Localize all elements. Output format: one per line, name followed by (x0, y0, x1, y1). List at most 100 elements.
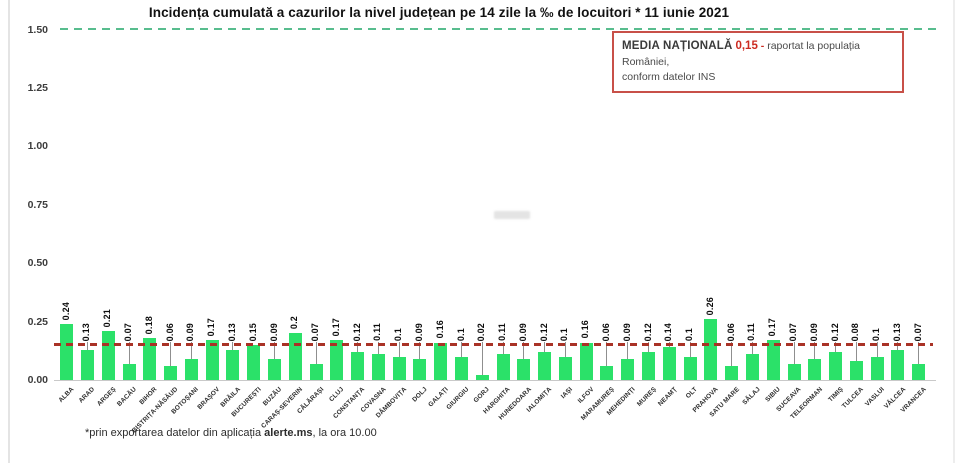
bar-value-label: 0.12 (538, 322, 549, 341)
footnote-prefix: *prin exportarea datelor din aplicația (85, 427, 265, 439)
bar-tulcea (849, 361, 863, 380)
bar-value-label: 0.1 (455, 327, 466, 341)
bar-value-label: 0.11 (746, 323, 757, 341)
bar-value-label: 0.06 (725, 322, 736, 341)
value-leader-line (315, 342, 317, 364)
annotation-value: 0,15 (735, 40, 758, 52)
bar-value-label: 0.14 (663, 322, 674, 341)
bar-buzau (268, 358, 281, 380)
annotation-label: MEDIA NAȚIONALĂ (622, 40, 733, 52)
bar-ialomita (538, 351, 552, 380)
value-leader-line (502, 342, 504, 355)
bar-covasna (371, 354, 385, 380)
x-axis-label-dolj: DOLJ (411, 386, 429, 404)
bar-value-label: 0.17 (330, 317, 341, 337)
bar-value-label: 0.26 (704, 296, 715, 316)
upper-bound-dashed-line (60, 28, 936, 30)
bar-value-label: 0.02 (476, 322, 487, 341)
bar-dolj (413, 358, 427, 380)
x-axis-label-sibiu: SIBIU (764, 386, 783, 404)
bar-gorj (475, 375, 489, 380)
value-leader-line (751, 342, 753, 355)
bar-ilfov (579, 342, 593, 380)
y-axis-tick-0.00: 0.00 (27, 374, 48, 386)
bar-value-label: 0.07 (912, 322, 923, 341)
value-leader-line (627, 342, 629, 359)
annotation-dash: - (760, 40, 765, 52)
bar-value-label: 0.07 (123, 322, 134, 341)
bar-value-label: 0.09 (517, 322, 528, 341)
x-axis-label-mures: MUREȘ (635, 386, 658, 408)
annotation-text: raportat la populația României, (622, 40, 861, 68)
x-axis-label-tulcea: TULCEA (841, 386, 866, 411)
value-leader-line (855, 342, 857, 362)
bar-neamt (662, 347, 676, 380)
value-leader-line (128, 342, 130, 364)
bar-suceava (787, 363, 801, 380)
bar-galati (434, 342, 448, 380)
x-axis-baseline (54, 380, 936, 381)
bar-value-label: 0.09 (808, 322, 819, 341)
y-axis-tick-0.50: 0.50 (27, 257, 48, 270)
x-axis-label-alba: ALBA (57, 386, 76, 404)
bar-iasi (558, 356, 572, 380)
y-axis-tick-0.75: 0.75 (27, 198, 48, 211)
value-leader-line (398, 342, 400, 357)
bar-caras-severin (288, 333, 302, 380)
bar-bistrita-nasaud (164, 365, 178, 380)
bar-value-label: 0.16 (434, 320, 445, 339)
value-leader-line (648, 342, 650, 352)
footnote: *prin exportarea datelor din aplicația a… (85, 427, 377, 439)
bar-value-label: 0.13 (226, 322, 237, 341)
x-axis-label-arges: ARGEȘ (95, 386, 118, 408)
bar-value-label: 0.1 (684, 327, 695, 341)
x-axis-label-neamt: NEAMȚ (656, 386, 679, 408)
national-average-dashed-line (54, 343, 933, 346)
national-average-annotation-box: MEDIA NAȚIONALĂ 0,15 - raportat la popul… (612, 31, 904, 94)
bar-value-label: 0.15 (247, 322, 258, 341)
x-axis-label-gorj: GORJ (472, 386, 492, 405)
bar-cluj (330, 340, 344, 380)
bar-botosani (184, 358, 198, 380)
page-left-border (8, 0, 10, 463)
bar-value-label: 0.1 (393, 327, 404, 341)
bar-value-label: 0.1 (559, 327, 570, 341)
bar-value-label: 0.09 (185, 322, 196, 341)
bar-bucuresti (247, 344, 261, 380)
bar-value-label: 0.12 (829, 322, 840, 341)
bar-value-label: 0.21 (102, 308, 113, 327)
bar-arges (101, 330, 115, 380)
x-axis-label-olt: OLT (685, 386, 700, 401)
value-leader-line (876, 342, 878, 357)
x-axis-label-timis: TIMIȘ (826, 386, 845, 404)
bar-giurgiu (455, 356, 469, 380)
bar-hunedoara (517, 358, 531, 380)
value-leader-line (544, 342, 546, 352)
bar-timis (829, 351, 843, 380)
value-leader-line (918, 342, 920, 364)
bar-value-label: 0.07 (788, 322, 798, 341)
x-axis-label-salaj: SĂLAJ (741, 386, 762, 407)
bar-sibiu (766, 340, 780, 380)
x-axis-label-ilfov: ILFOV (576, 386, 596, 405)
bar-value-label: 0.2 (289, 316, 300, 330)
page-right-border (953, 0, 955, 463)
y-axis-tick-0.25: 0.25 (27, 315, 48, 328)
bar-value-label: 0.1 (871, 327, 882, 341)
value-leader-line (357, 342, 359, 352)
bar-value-label: 0.06 (164, 322, 175, 341)
bar-vaslui (870, 356, 884, 380)
bar-olt (683, 356, 697, 380)
footnote-app-name: alerte.ms (264, 427, 313, 439)
bar-harghita (496, 354, 510, 380)
value-leader-line (377, 342, 379, 355)
bar-salaj (745, 354, 759, 380)
value-leader-line (419, 342, 421, 359)
value-leader-line (689, 342, 691, 357)
x-axis-label-arad: ARAD (77, 386, 97, 405)
watermark (494, 211, 530, 219)
value-leader-line (814, 342, 816, 359)
chart-title: Incidența cumulată a cazurilor la nivel … (148, 5, 730, 20)
bar-value-label: 0.16 (580, 320, 591, 339)
value-leader-line (606, 342, 608, 366)
